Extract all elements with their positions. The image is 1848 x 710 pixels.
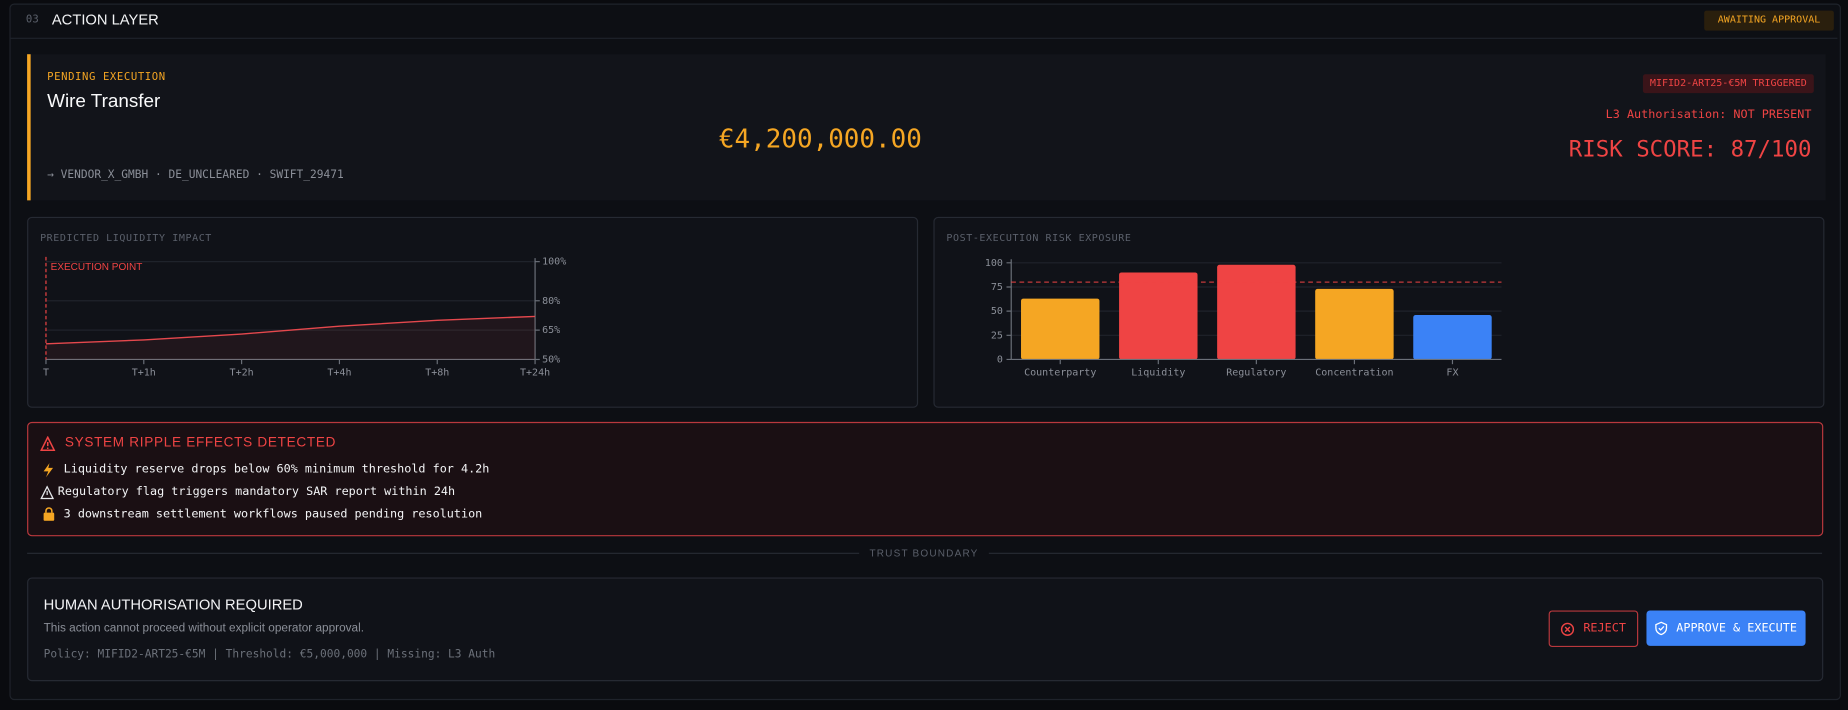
chart-title: PREDICTED LIQUIDITY IMPACT — [40, 233, 212, 244]
risk-panel: POST-EXECUTION RISK EXPOSURE 0 25 50 75 100 C… — [933, 216, 1825, 408]
status-badge: AWAITING APPROVAL — [1704, 10, 1834, 31]
section-index: 03 — [25, 14, 39, 26]
liquidity-chart: PREDICTED LIQUIDITY IMPACT 50% 65% 80% 100%… — [40, 233, 566, 378]
auth-description: This action cannot proceed without expli… — [43, 622, 364, 636]
lock-icon — [43, 507, 55, 521]
bar — [1119, 272, 1198, 360]
x-tick-label: Counterparty — [1024, 367, 1096, 378]
risk-chart: POST-EXECUTION RISK EXPOSURE 0 25 50 75 100 C… — [946, 233, 1502, 378]
boundary-line — [988, 552, 1823, 554]
authorisation-status: L3 Authorisation: NOT PRESENT — [1605, 108, 1812, 122]
x-tick-label: FX — [1446, 367, 1458, 378]
boundary-line — [27, 552, 860, 554]
y-tick-label: 25 — [991, 330, 1003, 341]
x-tick-label: T+8h — [425, 367, 449, 378]
pending-label: PENDING EXECUTION — [47, 71, 166, 84]
liquidity-panel: PREDICTED LIQUIDITY IMPACT 50% 65% 80% 100%… — [27, 216, 919, 408]
warning-icon — [40, 436, 56, 451]
divider — [10, 37, 1838, 39]
ripple-title: SYSTEM RIPPLE EFFECTS DETECTED — [64, 436, 337, 451]
x-tick-label: T+1h — [132, 367, 156, 378]
bar — [1021, 298, 1100, 360]
chart-title: POST-EXECUTION RISK EXPOSURE — [946, 233, 1131, 244]
y-tick-label: 50 — [991, 306, 1003, 317]
risk-score: RISK SCORE: 87/100 — [1568, 136, 1812, 163]
reject-icon — [1561, 622, 1575, 636]
pending-card: PENDING EXECUTION Wire Transfer €4,200,0… — [27, 54, 1826, 201]
bolt-icon — [43, 463, 54, 478]
x-tick-label: T+24h — [520, 367, 550, 378]
x-tick-label: Liquidity — [1131, 367, 1185, 378]
y-tick-label: 65% — [542, 325, 560, 336]
approve-button[interactable]: APPROVE & EXECUTE — [1646, 610, 1806, 646]
auth-policy: Policy: MIFID2-ART25-€5M | Threshold: €5… — [43, 648, 496, 662]
y-tick-label: 100 — [985, 258, 1003, 269]
x-tick-label: T — [43, 367, 49, 378]
transaction-title: Wire Transfer — [47, 91, 161, 112]
reject-label: REJECT — [1583, 622, 1626, 636]
ripple-item: Regulatory flag triggers mandatory SAR r… — [57, 485, 456, 499]
auth-title: HUMAN AUTHORISATION REQUIRED — [43, 596, 303, 613]
x-tick-label: Concentration — [1315, 367, 1393, 378]
bar — [1315, 288, 1394, 360]
section-title: ACTION LAYER — [51, 11, 159, 29]
x-tick-label: Regulatory — [1226, 367, 1286, 378]
annotation: EXECUTION POINT — [51, 262, 143, 273]
reject-button[interactable]: REJECT — [1548, 610, 1639, 648]
bar — [1217, 264, 1296, 360]
trust-boundary-label: TRUST BOUNDARY — [869, 546, 979, 559]
x-tick-label: T+2h — [230, 367, 254, 378]
line-area — [45, 316, 536, 360]
x-tick-label: T+4h — [327, 367, 351, 378]
y-tick-label: 75 — [991, 282, 1003, 293]
y-tick-label: 100% — [542, 257, 566, 268]
line — [45, 315, 536, 345]
transaction-amount: €4,200,000.00 — [718, 124, 922, 155]
policy-flag: MIFID2-ART25-€5M TRIGGERED — [1642, 74, 1814, 94]
ripple-item: 3 downstream settlement workflows paused… — [63, 507, 483, 521]
y-tick-label: 0 — [997, 354, 1003, 365]
authorisation-panel: HUMAN AUTHORISATION REQUIRED This action… — [27, 577, 1824, 682]
warning-icon — [40, 485, 55, 500]
y-tick-label: 50% — [542, 354, 560, 365]
shield-icon — [1655, 621, 1668, 636]
ripple-panel: SYSTEM RIPPLE EFFECTS DETECTED Liquidity… — [27, 421, 1824, 537]
y-tick-label: 80% — [542, 296, 560, 307]
approve-label: APPROVE & EXECUTE — [1676, 621, 1797, 635]
transaction-route: → VENDOR_X_GMBH · DE_UNCLEARED · SWIFT_2… — [47, 168, 344, 182]
bar — [1413, 315, 1492, 360]
ripple-item: Liquidity reserve drops below 60% minimu… — [63, 463, 490, 477]
